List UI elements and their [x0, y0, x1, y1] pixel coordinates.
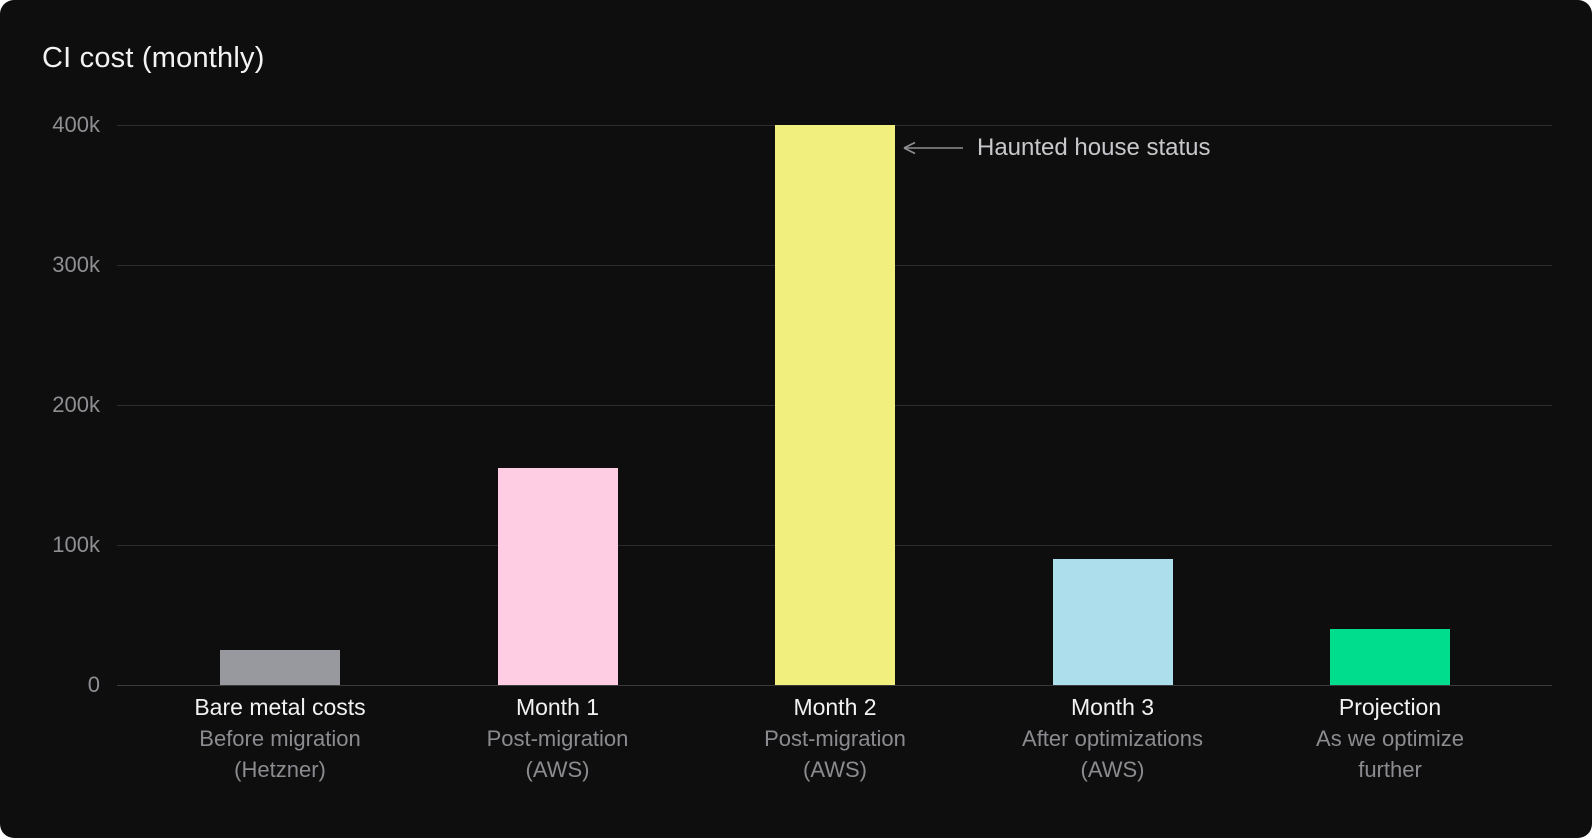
bar-month-1 — [497, 468, 618, 685]
x-label-month-3: Month 3 After optimizations (AWS) — [973, 692, 1253, 785]
x-label-bare-metal-costs: Bare metal costs Before migration (Hetzner… — [140, 692, 420, 785]
category-name: Month 1 — [515, 694, 600, 720]
bar-annotation: Haunted house status — [901, 134, 1211, 162]
y-tick-label: 0 — [87, 672, 100, 697]
bar-month-3 — [1052, 559, 1173, 685]
bar-projection — [1330, 629, 1450, 685]
x-label-month-2: Month 2 Post-migration (AWS) — [695, 692, 975, 785]
y-axis-tick-labels: 400k 300k 200k 100k 0 — [0, 0, 100, 838]
category-subtitle: Post-migration — [764, 726, 906, 751]
x-label-month-1: Month 1 Post-migration (AWS) — [418, 692, 698, 785]
category-name: Month 3 — [1070, 694, 1155, 720]
left-arrow-icon — [903, 141, 963, 155]
x-label-projection: Projection As we optimize further — [1250, 692, 1530, 785]
y-tick-label: 100k — [52, 532, 100, 557]
baseline-gridline — [117, 685, 1552, 686]
category-subtitle: As we optimize — [1316, 726, 1464, 751]
bar-bare-metal-costs — [220, 650, 340, 685]
category-subtitle: After optimizations — [1022, 726, 1203, 751]
annotation-text: Haunted house status — [977, 134, 1211, 161]
y-tick-label: 400k — [52, 112, 100, 137]
category-subtitle: (AWS) — [803, 757, 867, 782]
category-subtitle: (Hetzner) — [234, 757, 326, 782]
category-subtitle: Before migration — [199, 726, 361, 751]
category-subtitle: (AWS) — [525, 757, 590, 782]
chart-title: CI cost (monthly) — [42, 42, 265, 74]
category-name: Month 2 — [793, 694, 877, 720]
category-subtitle: Post-migration — [486, 726, 629, 751]
category-name: Bare metal costs — [194, 694, 366, 720]
plot-area — [117, 125, 1552, 686]
y-tick-label: 300k — [52, 252, 100, 277]
category-subtitle: further — [1358, 757, 1422, 782]
category-subtitle: (AWS) — [1080, 757, 1145, 782]
bar-month-2 — [775, 125, 895, 685]
y-tick-label: 200k — [52, 392, 100, 417]
category-name: Projection — [1338, 694, 1442, 720]
